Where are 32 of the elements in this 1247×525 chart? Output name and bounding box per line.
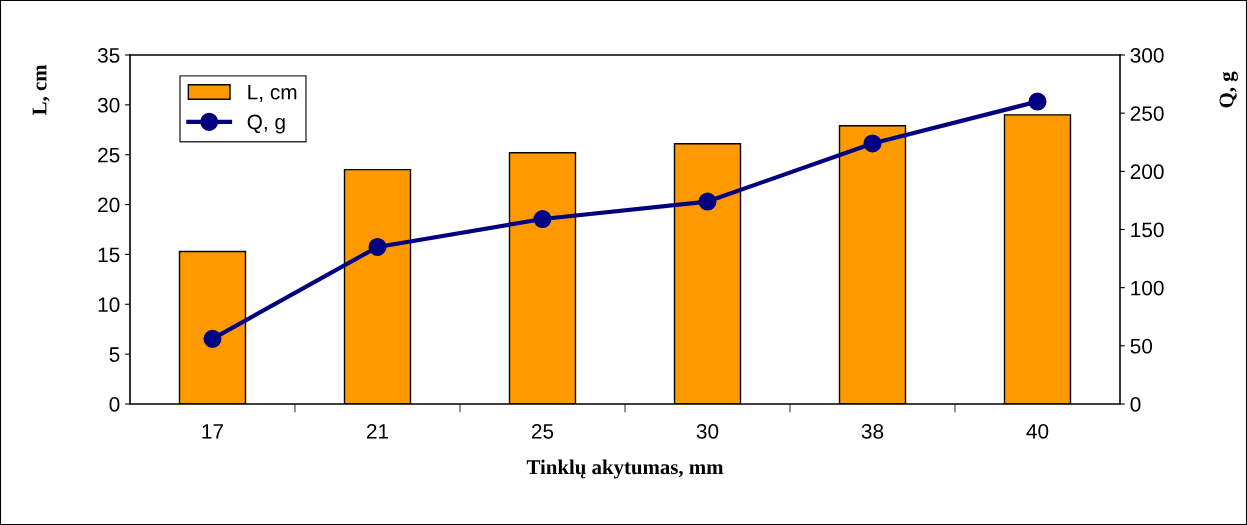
point: [368, 237, 387, 256]
legend-label: Q, g: [247, 114, 285, 134]
x-tick-label: 25: [531, 423, 554, 439]
y-tick-label: 5: [109, 347, 120, 362]
point: [203, 329, 222, 348]
x-axis-title: Tinklų akytumas, mm: [526, 459, 724, 479]
x-tick-label: 40: [1026, 423, 1049, 439]
x-tick-label: 21: [366, 423, 389, 439]
x-tick-label: 17: [202, 424, 224, 439]
point: [533, 210, 552, 229]
y-tick-label: 20: [98, 197, 120, 213]
y2-axis-title: Q, g: [1219, 71, 1238, 108]
y2-tick-label: 100: [1131, 280, 1164, 296]
y-tick-label: 0: [109, 397, 120, 412]
x-tick-label: 38: [861, 423, 884, 439]
point: [1028, 92, 1047, 111]
y2-tick-label: 200: [1130, 164, 1164, 180]
point: [698, 192, 717, 211]
y2-tick-label: 150: [1131, 222, 1164, 238]
y-tick-label: 15: [98, 247, 120, 263]
y-tick-label: 10: [98, 297, 120, 313]
y2-tick-label: 300: [1130, 48, 1164, 63]
y-tick-label: 25: [98, 147, 120, 163]
y2-tick-label: 0: [1130, 397, 1141, 412]
y-axis-title: L, cm: [32, 64, 50, 115]
y2-tick-label: 50: [1130, 338, 1153, 354]
y2-tick-label: 250: [1130, 106, 1164, 121]
y-tick-label: 30: [97, 97, 120, 113]
legend-label: L, cm: [248, 84, 297, 102]
point: [863, 134, 882, 153]
y-tick-label: 35: [97, 48, 120, 63]
x-tick-label: 30: [696, 423, 719, 439]
